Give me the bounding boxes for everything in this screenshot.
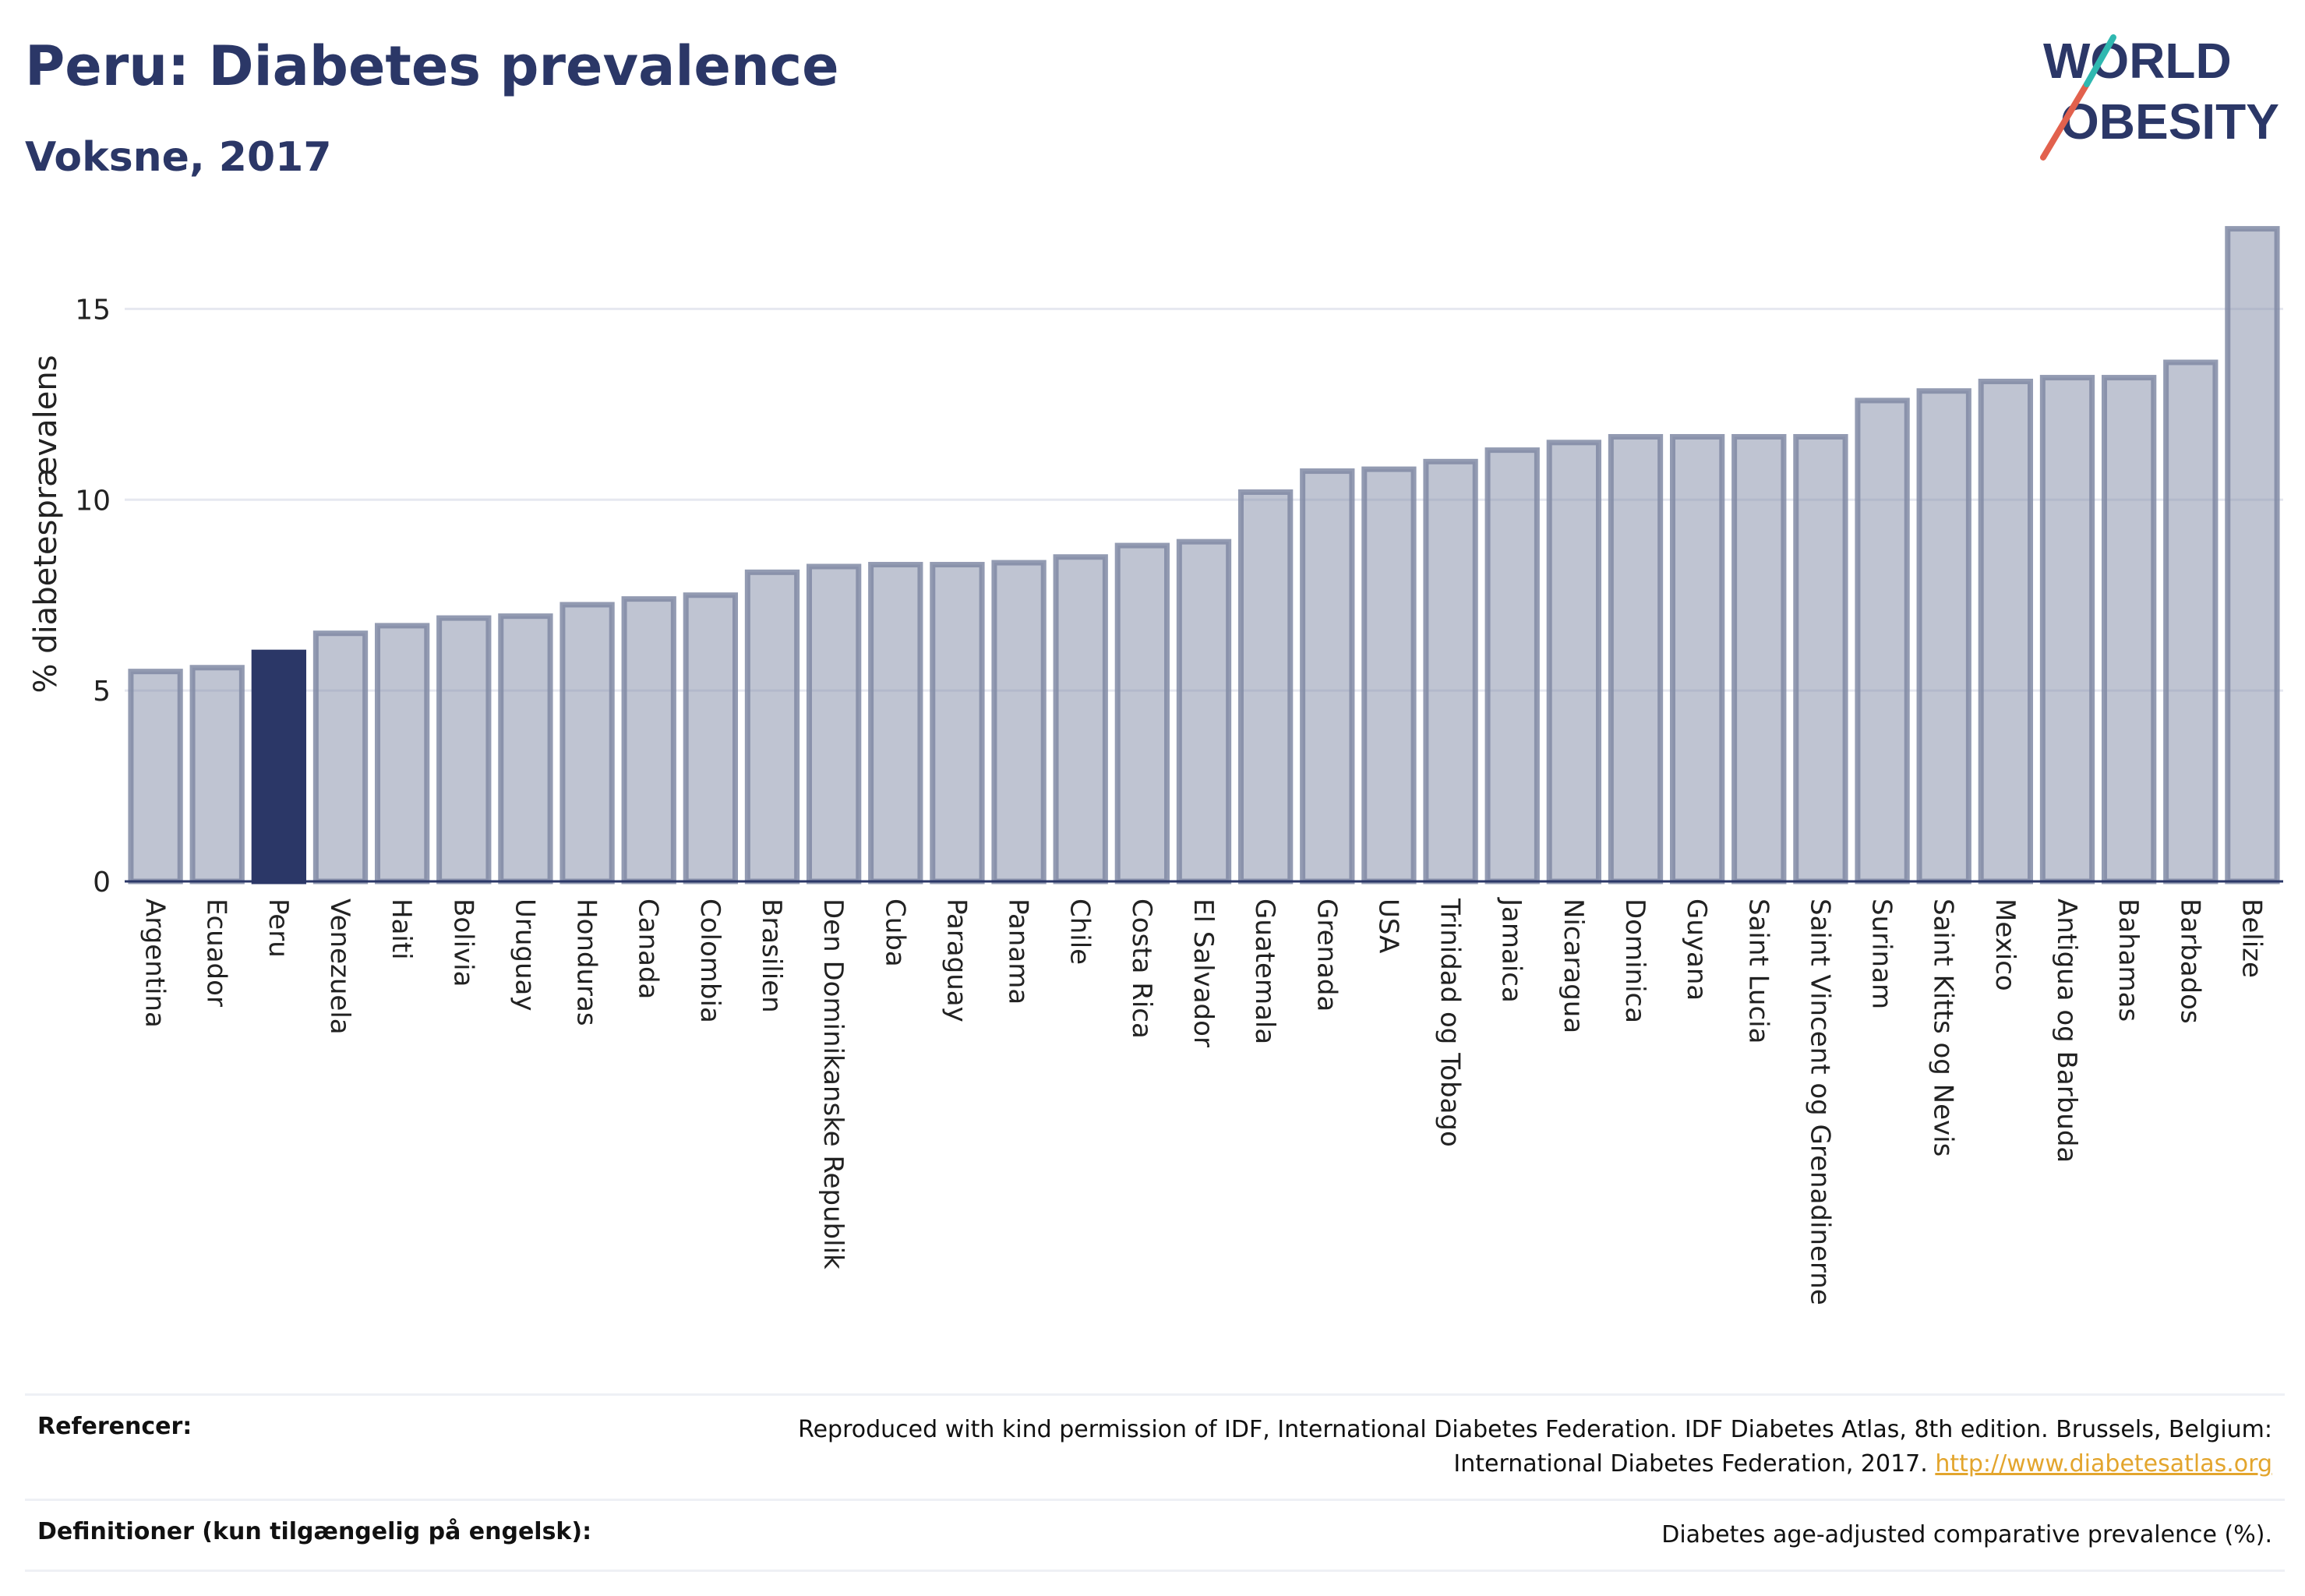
bar-dominica bbox=[1611, 436, 1660, 881]
x-tick-label: Trinidad og Tobago bbox=[1435, 898, 1466, 1147]
bar-paraguay bbox=[933, 565, 982, 881]
bar-mexico bbox=[1981, 381, 2030, 881]
y-tick-label: 15 bbox=[75, 294, 111, 326]
bar-bahamas bbox=[2104, 378, 2153, 881]
y-tick-label: 0 bbox=[93, 867, 111, 899]
bar-saint-vincent-og-grenadinerne bbox=[1796, 436, 1845, 881]
definitions-label: Definitioner (kun tilgængelig på engelsk… bbox=[37, 1518, 591, 1545]
bar-saint-kitts-og-nevis bbox=[1919, 391, 1968, 881]
x-tick-label: Cuba bbox=[879, 899, 910, 967]
references-link[interactable]: http://www.diabetesatlas.org bbox=[1935, 1450, 2272, 1478]
bar-el-salvador bbox=[1179, 542, 1228, 881]
bar-costa-rica bbox=[1117, 546, 1167, 881]
bar-jamaica bbox=[1488, 450, 1537, 881]
x-tick-label: Colombia bbox=[694, 899, 725, 1023]
x-axis-labels: Argentina Ecuador Peru Venezuela Haiti Bolivi… bbox=[139, 897, 2268, 1305]
x-tick-label: Costa Rica bbox=[1126, 899, 1157, 1039]
x-tick-label: Bahamas bbox=[2113, 899, 2144, 1022]
bar-canada bbox=[624, 599, 673, 881]
x-tick-label: Saint Vincent og Grenadinerne bbox=[1804, 899, 1835, 1305]
bar-surinam bbox=[1858, 401, 1907, 881]
x-tick-label: Guatemala bbox=[1249, 899, 1280, 1044]
bar-guatemala bbox=[1241, 492, 1290, 881]
definitions-row: Definitioner (kun tilgængelig på engelsk… bbox=[25, 1499, 2285, 1572]
x-tick-label: Saint Lucia bbox=[1742, 899, 1774, 1043]
x-tick-label: Honduras bbox=[571, 899, 602, 1026]
bar-guyana bbox=[1672, 436, 1721, 881]
y-axis-title: % diabetesprævalens bbox=[28, 355, 64, 693]
x-tick-label: Brasilien bbox=[756, 899, 787, 1013]
references-value: Reproduced with kind permission of IDF, … bbox=[714, 1413, 2272, 1481]
references-label: Referencer: bbox=[37, 1413, 192, 1440]
bar-nicaragua bbox=[1549, 443, 1598, 881]
bar-trinidad-og-tobago bbox=[1426, 461, 1475, 881]
bar-uruguay bbox=[501, 616, 550, 881]
x-tick-label: Surinam bbox=[1866, 899, 1897, 1009]
x-tick-label: Jamaica bbox=[1496, 897, 1527, 1003]
bar-saint-lucia bbox=[1735, 436, 1784, 881]
bar-honduras bbox=[563, 605, 612, 881]
x-tick-label: El Salvador bbox=[1188, 899, 1219, 1047]
x-tick-label: Argentina bbox=[139, 899, 171, 1028]
x-tick-label: Barbados bbox=[2174, 899, 2205, 1024]
x-tick-label: Mexico bbox=[1989, 899, 2021, 991]
bar-ecuador bbox=[192, 668, 242, 881]
x-tick-label: Belize bbox=[2236, 899, 2267, 978]
bar-argentina bbox=[131, 672, 180, 881]
references-row: Referencer: Reproduced with kind permiss… bbox=[25, 1393, 2285, 1499]
y-axis-ticks: 0 5 10 15 bbox=[75, 294, 111, 899]
bar-den-dominikanske-republik bbox=[809, 567, 858, 881]
x-tick-label: Canada bbox=[633, 899, 664, 999]
x-tick-label: Uruguay bbox=[509, 899, 540, 1012]
x-tick-label: Antigua og Barbuda bbox=[2051, 899, 2082, 1163]
x-tick-label: Haiti bbox=[386, 899, 417, 960]
x-tick-label: USA bbox=[1372, 899, 1403, 953]
bar-panama bbox=[994, 563, 1043, 881]
bar-brasilien bbox=[747, 572, 796, 881]
bar-colombia bbox=[686, 595, 735, 881]
bar-belize bbox=[2228, 229, 2277, 881]
x-tick-label: Chile bbox=[1064, 899, 1096, 965]
x-tick-label: Dominica bbox=[1619, 899, 1650, 1023]
x-tick-label: Ecuador bbox=[201, 899, 232, 1007]
bar-chart: 0 5 10 15 Argentina Ecuador Peru Venezuela Hait… bbox=[0, 0, 2305, 1387]
footer-table: Referencer: Reproduced with kind permiss… bbox=[25, 1393, 2285, 1572]
x-tick-label: Paraguay bbox=[941, 899, 972, 1022]
x-tick-label: Peru bbox=[263, 899, 294, 958]
x-tick-label: Den Dominikanske Republik bbox=[817, 899, 849, 1269]
bar-haiti bbox=[377, 626, 426, 881]
x-tick-label: Grenada bbox=[1311, 899, 1342, 1012]
bar-barbados bbox=[2166, 362, 2215, 881]
x-tick-label: Saint Kitts og Nevis bbox=[1928, 899, 1959, 1156]
x-tick-label: Guyana bbox=[1681, 899, 1712, 1001]
bar-chile bbox=[1056, 557, 1105, 881]
bar-peru bbox=[254, 652, 303, 881]
bars bbox=[131, 229, 2277, 881]
bar-antigua-og-barbuda bbox=[2042, 378, 2091, 881]
bar-grenada bbox=[1303, 471, 1352, 881]
x-tick-label: Nicaragua bbox=[1558, 899, 1589, 1033]
bar-usa bbox=[1364, 469, 1414, 881]
x-tick-label: Bolivia bbox=[447, 899, 478, 987]
bar-cuba bbox=[871, 565, 920, 881]
bar-bolivia bbox=[439, 618, 489, 881]
bar-venezuela bbox=[316, 634, 365, 881]
y-tick-label: 5 bbox=[93, 676, 111, 708]
x-tick-label: Venezuela bbox=[324, 899, 355, 1035]
definitions-value: Diabetes age-adjusted comparative preval… bbox=[1661, 1518, 2272, 1552]
x-tick-label: Panama bbox=[1003, 899, 1034, 1005]
y-tick-label: 10 bbox=[75, 485, 111, 517]
